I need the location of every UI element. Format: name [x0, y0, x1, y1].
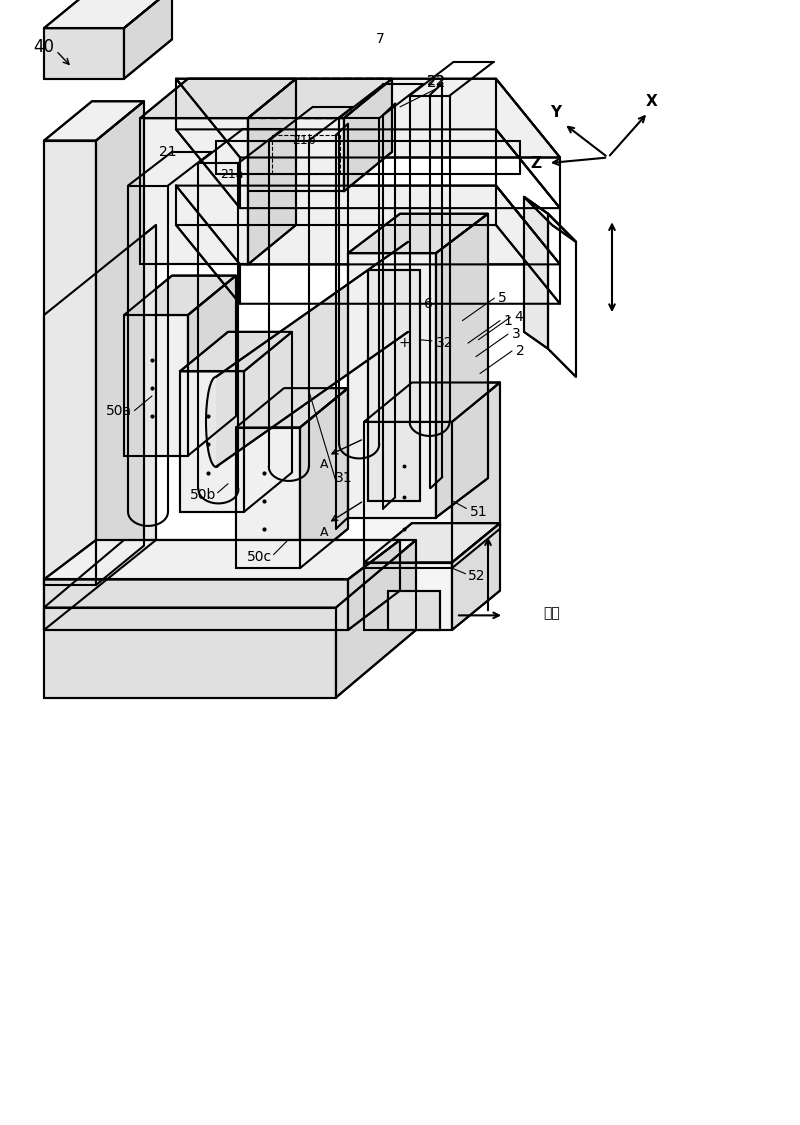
Polygon shape: [364, 523, 500, 562]
Polygon shape: [44, 608, 336, 698]
Polygon shape: [364, 382, 500, 422]
Polygon shape: [124, 276, 236, 315]
Polygon shape: [244, 332, 292, 512]
Polygon shape: [44, 141, 96, 585]
Text: 7: 7: [376, 33, 384, 46]
Text: 50a: 50a: [106, 404, 132, 417]
Polygon shape: [364, 562, 452, 630]
Polygon shape: [388, 591, 440, 630]
Polygon shape: [300, 388, 348, 568]
Polygon shape: [248, 79, 392, 118]
Polygon shape: [124, 315, 188, 456]
Polygon shape: [436, 214, 488, 518]
Polygon shape: [348, 253, 436, 518]
Text: 21: 21: [159, 145, 177, 159]
Polygon shape: [336, 540, 416, 698]
Text: 40: 40: [34, 38, 54, 56]
Polygon shape: [44, 0, 172, 28]
Polygon shape: [124, 0, 172, 79]
Text: +: +: [398, 336, 410, 350]
Polygon shape: [452, 523, 500, 630]
Text: 3: 3: [512, 327, 520, 341]
Polygon shape: [44, 101, 144, 141]
Polygon shape: [176, 186, 560, 264]
Text: 51: 51: [470, 505, 488, 519]
Text: 5: 5: [498, 291, 506, 305]
Text: 1: 1: [503, 314, 513, 327]
Text: 50c: 50c: [247, 550, 272, 564]
Polygon shape: [140, 79, 296, 118]
Polygon shape: [176, 79, 560, 158]
Polygon shape: [236, 428, 300, 568]
Text: A: A: [320, 458, 328, 471]
Polygon shape: [348, 214, 488, 253]
Text: 52: 52: [468, 569, 486, 583]
Polygon shape: [348, 540, 400, 630]
Polygon shape: [344, 79, 392, 191]
Polygon shape: [368, 270, 420, 501]
Text: 排出: 排出: [544, 606, 560, 620]
Polygon shape: [180, 332, 292, 371]
Ellipse shape: [206, 377, 226, 467]
Polygon shape: [524, 197, 576, 242]
Text: 22: 22: [427, 74, 445, 88]
Text: Z: Z: [530, 155, 542, 171]
Polygon shape: [248, 118, 344, 191]
Text: 50b: 50b: [190, 488, 216, 502]
Text: X: X: [646, 93, 658, 109]
Text: 31: 31: [335, 471, 353, 485]
Polygon shape: [44, 28, 124, 79]
Text: 6: 6: [423, 297, 433, 310]
Polygon shape: [452, 382, 500, 568]
Text: Y: Y: [550, 105, 562, 120]
Text: 4: 4: [514, 310, 522, 324]
Polygon shape: [44, 579, 348, 630]
Polygon shape: [188, 276, 236, 456]
Polygon shape: [96, 101, 144, 585]
Polygon shape: [180, 371, 244, 512]
Ellipse shape: [392, 321, 408, 366]
Text: 32: 32: [436, 336, 454, 350]
Ellipse shape: [398, 242, 418, 332]
Text: A: A: [320, 525, 328, 539]
Polygon shape: [248, 79, 296, 264]
Polygon shape: [44, 540, 400, 579]
Polygon shape: [236, 388, 348, 428]
Polygon shape: [216, 242, 408, 467]
Text: 2: 2: [516, 344, 524, 358]
Polygon shape: [140, 118, 248, 264]
Text: 22: 22: [426, 74, 446, 90]
Text: 21a: 21a: [220, 168, 244, 181]
Polygon shape: [364, 422, 452, 568]
Polygon shape: [524, 197, 548, 349]
Polygon shape: [44, 540, 416, 608]
Polygon shape: [44, 225, 156, 630]
Text: 21b: 21b: [292, 134, 316, 147]
Polygon shape: [548, 214, 576, 377]
